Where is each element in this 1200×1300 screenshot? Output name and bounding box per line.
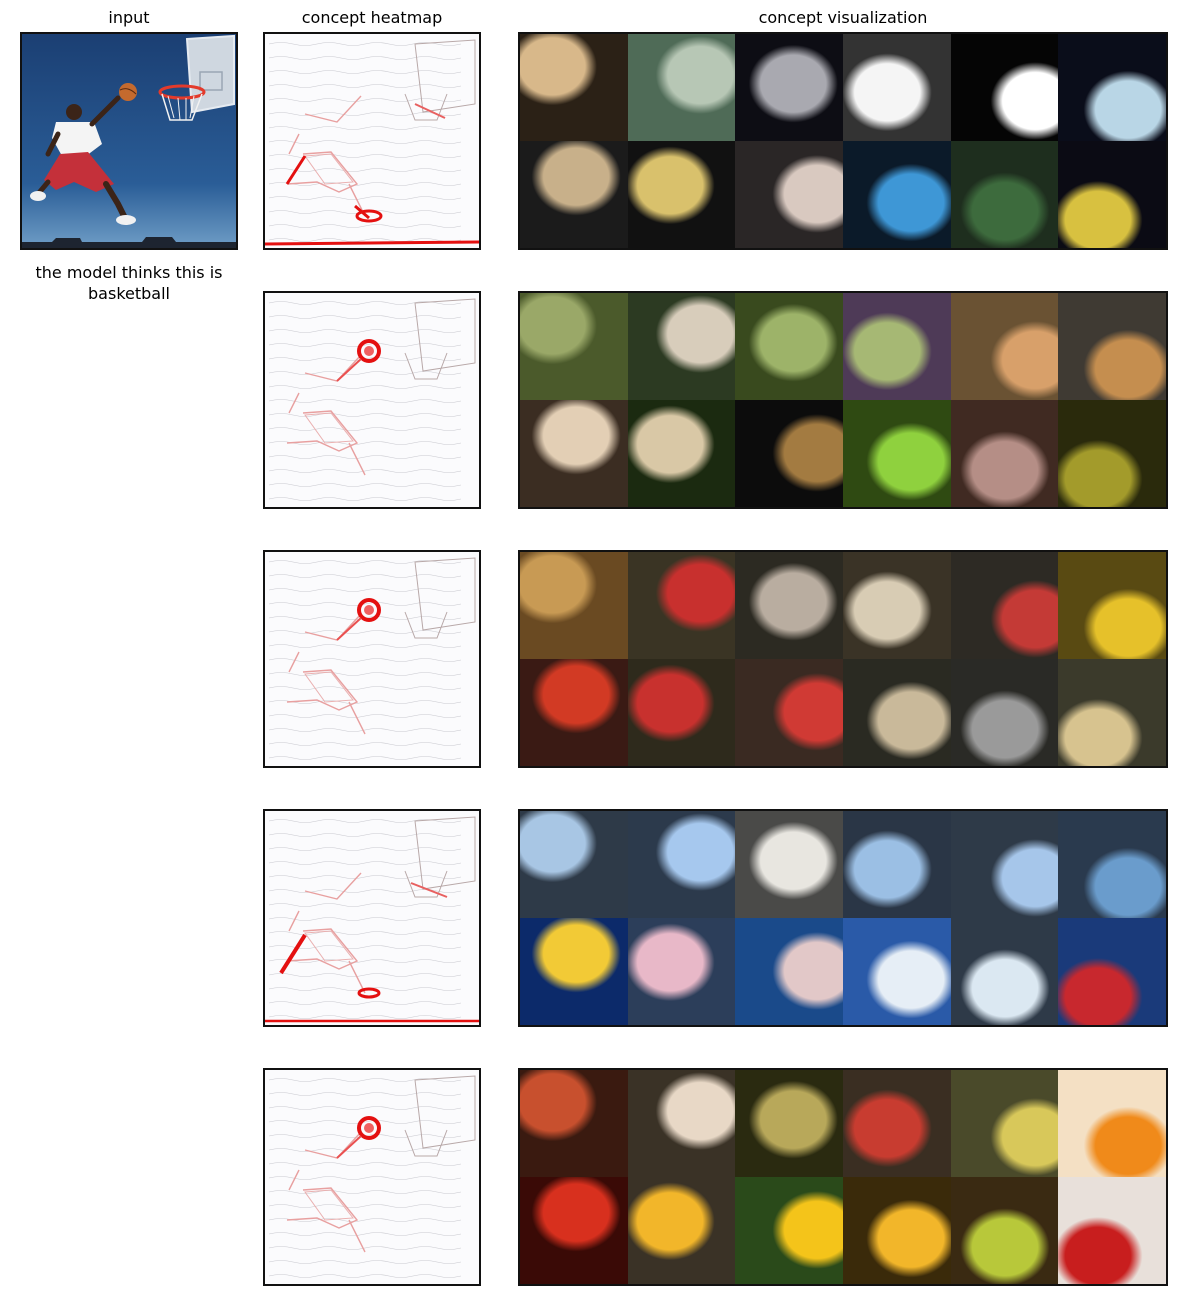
heatmap-image — [265, 1070, 479, 1284]
visualization-grid-3 — [518, 550, 1168, 768]
concept-example-tile — [735, 34, 844, 142]
visualization-grid-4 — [518, 809, 1168, 1027]
concept-example-tile — [950, 34, 1059, 142]
concept-example-tile — [1058, 141, 1166, 248]
heatmap-panel-1 — [263, 32, 481, 250]
input-column-title: input — [108, 8, 150, 27]
concept-example-tile — [1058, 34, 1166, 142]
concept-example-tile — [735, 811, 844, 919]
concept-example-tile — [1058, 552, 1166, 660]
concept-example-tile — [627, 293, 736, 401]
concept-example-tile — [843, 34, 952, 142]
heatmap-image — [265, 552, 479, 766]
concept-example-tile — [735, 1177, 844, 1284]
concept-example-tile — [627, 1177, 736, 1284]
concept-example-tile — [520, 400, 629, 507]
concept-example-tile — [735, 400, 844, 507]
concept-example-tile — [950, 1070, 1059, 1178]
heatmap-image — [265, 34, 479, 248]
concept-example-tile — [735, 293, 844, 401]
concept-example-tile — [520, 1177, 629, 1284]
concept-example-tile — [520, 141, 629, 248]
concept-example-tile — [520, 918, 629, 1025]
concept-example-tile — [627, 552, 736, 660]
concept-example-tile — [735, 918, 844, 1025]
heatmap-image — [265, 293, 479, 507]
concept-example-tile — [735, 1070, 844, 1178]
heatmap-image — [265, 811, 479, 1025]
input-image — [20, 32, 238, 250]
heatmap-panel-5 — [263, 1068, 481, 1286]
concept-example-tile — [950, 1177, 1059, 1284]
concept-example-tile — [843, 659, 952, 766]
concept-example-tile — [1058, 293, 1166, 401]
concept-example-tile — [843, 141, 952, 248]
concept-example-tile — [520, 659, 629, 766]
concept-example-tile — [950, 400, 1059, 507]
concept-example-tile — [1058, 1070, 1166, 1178]
heatmap-panel-4 — [263, 809, 481, 1027]
concept-example-tile — [735, 141, 844, 248]
heatmap-column-title: concept heatmap — [301, 8, 443, 27]
concept-example-tile — [1058, 1177, 1166, 1284]
concept-example-tile — [843, 1070, 952, 1178]
concept-example-tile — [950, 811, 1059, 919]
concept-example-tile — [950, 293, 1059, 401]
concept-example-tile — [627, 400, 736, 507]
concept-example-tile — [1058, 811, 1166, 919]
concept-example-tile — [627, 1070, 736, 1178]
basketball-dunk-image — [22, 34, 236, 248]
concept-example-tile — [735, 552, 844, 660]
concept-example-tile — [1058, 918, 1166, 1025]
visualization-grid-1 — [518, 32, 1168, 250]
concept-example-tile — [627, 659, 736, 766]
concept-example-tile — [1058, 659, 1166, 766]
concept-example-tile — [843, 293, 952, 401]
visualization-column-title: concept visualization — [758, 8, 928, 27]
concept-example-tile — [520, 552, 629, 660]
prediction-caption: the model thinks this is basketball — [35, 263, 223, 303]
concept-example-tile — [627, 34, 736, 142]
concept-example-tile — [950, 659, 1059, 766]
concept-example-tile — [843, 552, 952, 660]
concept-example-tile — [950, 141, 1059, 248]
concept-example-tile — [735, 659, 844, 766]
concept-example-tile — [627, 811, 736, 919]
concept-example-tile — [950, 552, 1059, 660]
heatmap-panel-3 — [263, 550, 481, 768]
concept-example-tile — [950, 918, 1059, 1025]
concept-example-tile — [843, 400, 952, 507]
concept-example-tile — [627, 141, 736, 248]
concept-example-tile — [843, 1177, 952, 1284]
concept-example-tile — [520, 293, 629, 401]
concept-example-tile — [520, 34, 629, 142]
concept-example-tile — [843, 811, 952, 919]
heatmap-panel-2 — [263, 291, 481, 509]
concept-example-tile — [627, 918, 736, 1025]
concept-example-tile — [520, 1070, 629, 1178]
concept-example-tile — [520, 811, 629, 919]
concept-example-tile — [1058, 400, 1166, 507]
visualization-grid-5 — [518, 1068, 1168, 1286]
concept-example-tile — [843, 918, 952, 1025]
visualization-grid-2 — [518, 291, 1168, 509]
